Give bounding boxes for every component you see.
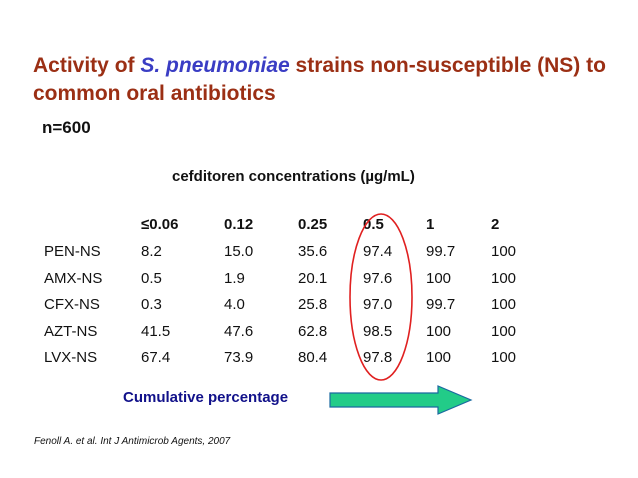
title-organism: S. pneumoniae (140, 54, 290, 77)
table-cell: 100 (491, 322, 517, 340)
concentration-label: cefditoren concentrations (µg/mL) (172, 168, 415, 185)
table-cell: 0.3 (141, 296, 162, 313)
table-cell: 100 (426, 269, 452, 287)
table-cell: 8.2 (141, 243, 162, 260)
table-cell: 100 (491, 243, 517, 260)
cumulative-percentage-label: Cumulative percentage (123, 389, 289, 406)
table-cell: 47.6 (224, 322, 254, 340)
row-label: PEN-NS (44, 243, 101, 260)
reference-citation: Fenoll A. et al. Int J Antimicrob Agents… (34, 436, 231, 447)
slide-title: Activity of S. pneumoniae strains non-su… (33, 52, 623, 108)
table-cell: 67.4 (141, 349, 171, 366)
table-cell: 15.0 (224, 243, 254, 260)
table-cell: 97.0 (363, 296, 393, 313)
table-cell: 100 (491, 349, 517, 366)
row-label: AZT-NS (44, 322, 98, 340)
column-header: 0.25 (298, 216, 328, 233)
table-cell: 25.8 (298, 296, 328, 313)
column-header: 2 (491, 216, 500, 233)
table-cell: 100 (491, 296, 517, 313)
table-cell: 80.4 (298, 349, 328, 366)
table-cell: 62.8 (298, 322, 328, 340)
table-cell: 1.9 (224, 269, 245, 287)
table-cell: 4.0 (224, 296, 245, 313)
right-arrow-icon (329, 385, 473, 415)
highlight-ellipse (349, 213, 413, 381)
sample-size: n=600 (42, 118, 91, 137)
table-cell: 98.5 (363, 322, 393, 340)
column-header: 0.12 (224, 216, 254, 233)
table-cell: 99.7 (426, 296, 456, 313)
row-label: AMX-NS (44, 269, 103, 287)
table-cell: 97.8 (363, 349, 393, 366)
table-cell: 100 (426, 322, 452, 340)
table-cell: 35.6 (298, 243, 328, 260)
table-cell: 73.9 (224, 349, 254, 366)
table-cell: 20.1 (298, 269, 328, 287)
table-cell: 97.4 (363, 243, 393, 260)
table-cell: 97.6 (363, 269, 393, 287)
table-cell: 100 (491, 269, 517, 287)
title-text-1: Activity of (33, 54, 141, 77)
table-cell: 41.5 (141, 322, 171, 340)
table-cell: 99.7 (426, 243, 456, 260)
title-text-2: strains non-susceptible (NS) to common o… (33, 54, 606, 105)
table-cell: 100 (426, 349, 452, 366)
row-label: CFX-NS (44, 296, 100, 313)
column-header: ≤0.06 (141, 216, 179, 233)
row-label: LVX-NS (44, 349, 98, 366)
table-cell: 0.5 (141, 269, 162, 287)
column-header: 1 (426, 216, 435, 233)
